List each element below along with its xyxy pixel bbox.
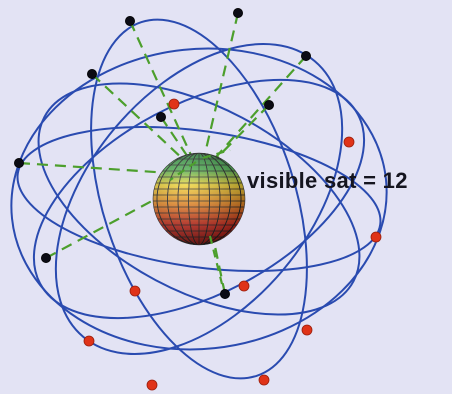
visible-satellite-count-label: visible sat = 12 — [247, 168, 408, 193]
hidden-satellite — [258, 374, 270, 386]
visible-satellite — [219, 288, 230, 299]
line-of-sight — [202, 148, 231, 160]
orbit-ellipse — [16, 126, 382, 272]
hidden-satellite — [343, 136, 355, 148]
orbit-ellipse — [90, 18, 308, 380]
orbit-ellipse — [37, 82, 361, 316]
line-of-sight — [199, 55, 307, 176]
hidden-satellite — [129, 285, 141, 297]
visible-satellite — [41, 252, 52, 263]
visible-satellite — [155, 112, 166, 123]
hidden-satellite — [301, 324, 313, 336]
visible-satellite — [232, 7, 243, 18]
visible-satellite — [87, 69, 98, 80]
hidden-satellite — [83, 335, 95, 347]
hidden-satellite — [168, 98, 180, 110]
visible-satellite — [13, 157, 24, 168]
orbit-ellipses — [10, 18, 388, 380]
visible-satellite — [300, 51, 311, 62]
line-of-sight — [198, 12, 240, 176]
hidden-satellite — [370, 231, 382, 243]
earth-globe — [152, 152, 246, 246]
hidden-satellite — [238, 280, 250, 292]
hidden-satellite — [146, 379, 158, 391]
visible-satellite — [263, 100, 274, 111]
line-of-sight — [208, 235, 224, 285]
visible-satellite — [125, 15, 136, 26]
line-of-sight — [91, 73, 201, 176]
orbit-ellipse — [10, 47, 388, 351]
line-of-sight — [169, 161, 197, 181]
line-of-sight — [128, 20, 202, 176]
satellites — [13, 7, 382, 391]
line-of-sight-front — [169, 148, 231, 285]
